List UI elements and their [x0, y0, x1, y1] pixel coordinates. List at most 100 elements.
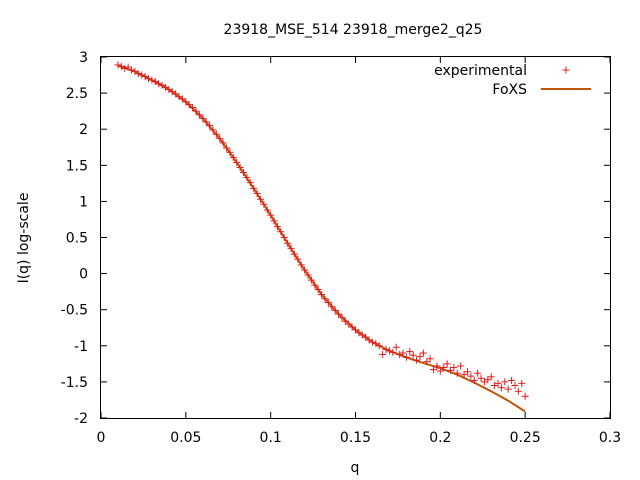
y-tick-label: -1: [74, 339, 88, 355]
data-point-experimental: [267, 211, 275, 219]
data-point-experimental: [287, 244, 295, 252]
data-point-experimental: [375, 342, 383, 350]
data-point-experimental: [362, 333, 370, 341]
data-point-experimental: [294, 255, 302, 263]
plot-frame: [100, 56, 611, 419]
data-point-experimental: [121, 65, 129, 73]
data-point-experimental: [406, 348, 414, 356]
data-point-experimental: [182, 98, 190, 106]
data-point-experimental: [270, 217, 278, 225]
data-point-experimental: [389, 348, 397, 356]
data-point-experimental: [253, 189, 261, 197]
data-point-experimental: [379, 350, 387, 358]
data-point-experimental: [399, 349, 407, 357]
data-point-experimental: [195, 111, 203, 119]
y-tick-label: -0.5: [61, 303, 88, 319]
data-point-experimental: [352, 326, 359, 334]
y-tick-label: -2: [74, 411, 88, 427]
data-point-experimental: [433, 362, 441, 370]
data-point-experimental: [521, 392, 529, 400]
data-point-experimental: [460, 371, 468, 379]
data-point-experimental: [402, 353, 410, 361]
data-point-experimental: [243, 174, 251, 182]
data-point-experimental: [453, 369, 461, 377]
y-tick-label: 0: [79, 267, 88, 283]
data-point-experimental: [487, 373, 495, 381]
data-point-experimental: [314, 285, 322, 293]
series-line-foxs: [117, 64, 526, 413]
data-point-experimental: [385, 347, 393, 355]
data-point-experimental: [504, 385, 512, 393]
data-point-experimental: [416, 353, 424, 361]
x-axis-label: q: [351, 460, 360, 476]
data-point-experimental: [447, 366, 455, 374]
data-point-experimental: [450, 363, 458, 371]
y-tick-label: 2: [79, 122, 88, 138]
y-tick-label: 1.5: [66, 158, 88, 174]
data-point-experimental: [256, 195, 264, 203]
data-point-experimental: [192, 107, 200, 115]
data-point-experimental: [463, 368, 471, 376]
data-point-experimental: [328, 303, 336, 311]
y-tick-label: -1.5: [61, 375, 88, 391]
data-point-experimental: [409, 351, 417, 359]
data-point-experimental: [307, 276, 315, 284]
data-point-experimental: [280, 234, 288, 241]
axis-ticks: 0 0.05 0.1 0.15 0.2 0.25 0.3 -2 -1.5 -1 -0.5 0 0.5 1 1…: [61, 50, 621, 446]
data-point-experimental: [226, 148, 234, 156]
data-point-experimental: [277, 228, 285, 236]
data-point-experimental: [236, 163, 244, 171]
data-point-experimental: [508, 376, 516, 384]
data-point-experimental: [392, 343, 400, 351]
data-point-experimental: [440, 363, 448, 371]
data-point-experimental: [178, 95, 186, 103]
legend-marker-experimental: [562, 66, 570, 74]
data-point-experimental: [457, 362, 465, 370]
data-point-experimental: [331, 306, 339, 314]
data-point-experimental: [250, 184, 258, 192]
data-point-experimental: [128, 66, 136, 74]
data-point-experimental: [185, 101, 193, 109]
data-point-experimental: [273, 223, 281, 231]
data-point-experimental: [155, 80, 163, 88]
data-point-experimental: [189, 104, 197, 112]
data-point-experimental: [341, 317, 349, 325]
data-point-experimental: [511, 382, 519, 390]
data-point-experimental: [430, 366, 438, 374]
data-point-experimental: [206, 122, 214, 130]
data-point-experimental: [477, 374, 485, 382]
data-point-experimental: [233, 158, 241, 166]
data-point-experimental: [413, 356, 421, 364]
data-point-experimental: [134, 70, 142, 78]
data-point-experimental: [484, 376, 492, 384]
data-point-experimental: [216, 135, 224, 143]
y-axis-label: I(q) log-scale: [16, 193, 32, 284]
data-point-experimental: [124, 63, 132, 71]
legend: experimental FoXS: [434, 63, 591, 98]
data-point-experimental: [199, 114, 207, 122]
x-tick-label: 0.1: [260, 430, 282, 446]
data-point-experimental: [348, 323, 356, 331]
data-point-experimental: [324, 298, 332, 306]
data-point-experimental: [284, 239, 292, 247]
data-point-experimental: [311, 281, 319, 289]
data-point-experimental: [436, 367, 444, 375]
x-tick-label: 0.05: [170, 430, 201, 446]
data-point-experimental: [145, 75, 153, 83]
data-point-experimental: [474, 369, 482, 377]
data-point-experimental: [470, 376, 478, 384]
data-point-experimental: [212, 130, 220, 138]
data-point-experimental: [494, 379, 502, 387]
data-point-experimental: [138, 71, 146, 79]
legend-label-experimental: experimental: [434, 63, 527, 79]
data-point-experimental: [297, 261, 305, 269]
data-point-experimental: [501, 378, 509, 386]
y-tick-label: 0.5: [66, 231, 88, 247]
y-tick-label: 3: [79, 50, 88, 66]
legend-label-foxs: FoXS: [492, 82, 527, 98]
data-point-experimental: [382, 345, 390, 353]
data-point-experimental: [114, 61, 122, 69]
x-tick-label: 0.25: [510, 430, 541, 446]
data-point-experimental: [223, 144, 231, 152]
data-point-experimental: [209, 126, 217, 134]
